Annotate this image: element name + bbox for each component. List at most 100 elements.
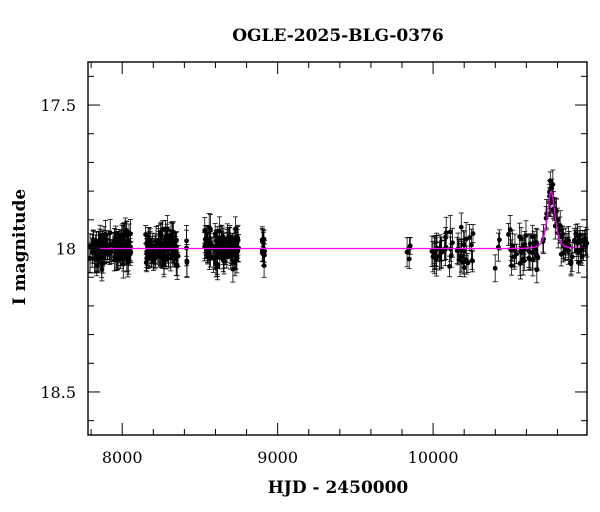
data-point (161, 260, 167, 266)
data-point (432, 250, 437, 256)
data-point (153, 242, 158, 248)
data-point (261, 236, 267, 242)
data-point (155, 237, 161, 243)
data-point (174, 263, 180, 268)
x-axis-label: HJD - 2450000 (268, 478, 409, 498)
data-point (470, 258, 475, 264)
data-point (143, 260, 149, 265)
data-point (463, 236, 469, 242)
data-point (579, 253, 585, 259)
data-point (530, 234, 535, 240)
data-point (509, 243, 515, 249)
data-point (214, 236, 220, 242)
data-point (497, 237, 502, 243)
data-point (404, 249, 410, 255)
data-point (166, 241, 172, 247)
data-point (170, 241, 176, 247)
y-axis: 17.5 18 18.5 (40, 75, 587, 422)
data-point (113, 255, 119, 260)
y-tick-label: 18 (56, 240, 76, 259)
y-axis-label: I magnitude (10, 189, 30, 306)
y-tick-label: 18.5 (40, 383, 76, 402)
data-point (228, 252, 234, 258)
data-point (103, 237, 109, 243)
x-tick-label: 10000 (408, 448, 459, 467)
data-point (115, 241, 121, 247)
data-point (107, 230, 113, 236)
chart-title: OGLE-2025-BLG-0376 (232, 26, 444, 46)
data-point (458, 224, 464, 230)
data-point (90, 239, 96, 245)
data-point (407, 243, 413, 249)
data-point (165, 251, 171, 257)
data-point (534, 252, 540, 258)
data-point (92, 257, 98, 262)
data-point (526, 248, 532, 254)
y-tick-label: 17.5 (40, 96, 76, 115)
data-point (208, 240, 213, 246)
data-point (575, 260, 581, 266)
data-point (212, 231, 218, 237)
data-point (443, 235, 449, 240)
data-point (580, 238, 586, 244)
data-point (517, 234, 523, 240)
data-point (507, 227, 513, 233)
data-point (125, 260, 131, 266)
data-point (560, 250, 566, 256)
data-point (220, 234, 226, 240)
data-point (577, 247, 583, 253)
data-point (447, 264, 452, 269)
data-point (458, 253, 464, 259)
data-point (512, 248, 518, 253)
x-tick-label: 9000 (257, 448, 298, 467)
data-point (492, 265, 498, 271)
data-point (575, 233, 580, 239)
data-point (156, 253, 162, 259)
data-points (87, 169, 590, 284)
data-point (124, 228, 130, 233)
data-point (233, 226, 238, 232)
data-point (470, 231, 476, 236)
data-point (560, 231, 566, 237)
data-point (109, 249, 114, 255)
data-point (162, 239, 168, 245)
data-point (118, 251, 123, 257)
plot-area (87, 169, 590, 284)
data-point (448, 253, 454, 258)
data-point (102, 250, 107, 256)
data-point (550, 182, 556, 187)
x-tick-label: 8000 (102, 448, 143, 467)
data-point (406, 256, 412, 262)
data-point (511, 254, 517, 260)
data-point (261, 263, 267, 268)
model-curve (88, 190, 587, 250)
x-axis: 8000 9000 10000 (90, 62, 558, 467)
data-point (447, 229, 453, 235)
data-point (220, 257, 226, 263)
data-point (518, 260, 523, 266)
data-point (175, 253, 181, 259)
data-point (205, 253, 211, 258)
data-point (557, 227, 563, 233)
data-point (521, 258, 527, 264)
data-point (568, 261, 574, 267)
data-point (465, 260, 471, 266)
data-point (565, 248, 571, 254)
data-point (214, 261, 220, 267)
data-point (87, 256, 93, 262)
data-point (126, 249, 132, 254)
data-point (571, 238, 577, 243)
data-point (523, 233, 529, 239)
data-point (174, 237, 179, 243)
data-point (461, 265, 467, 270)
data-point (158, 242, 164, 248)
data-point (144, 240, 150, 245)
data-point (469, 242, 474, 248)
data-point (98, 244, 104, 250)
data-point (208, 226, 213, 232)
data-point (443, 230, 449, 236)
data-point (439, 250, 445, 255)
data-point (527, 256, 533, 262)
data-point (557, 223, 563, 228)
